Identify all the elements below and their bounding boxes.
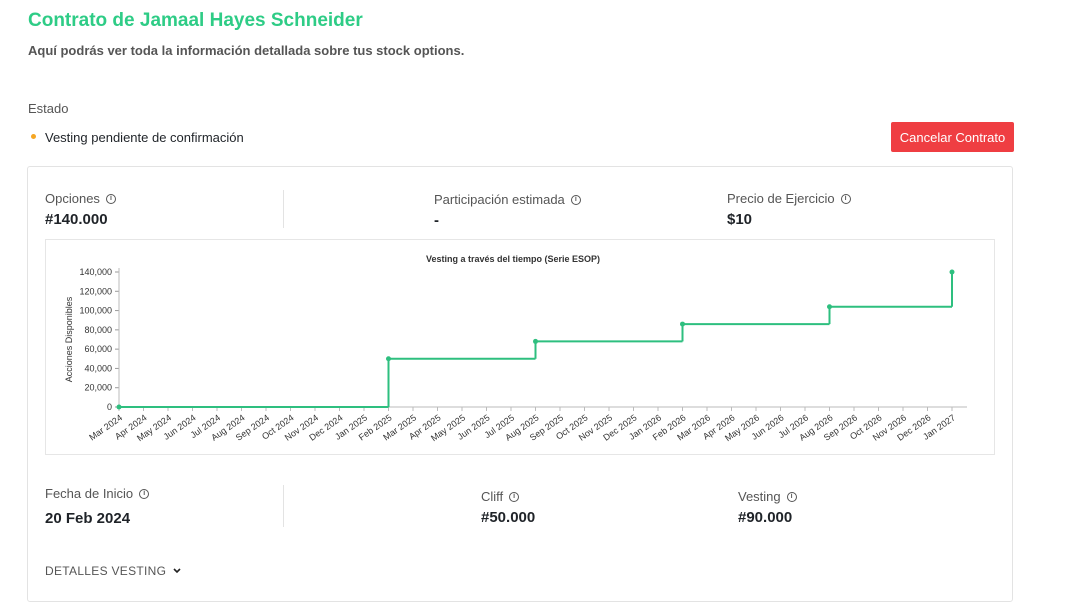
status-value: Vesting pendiente de confirmación <box>45 130 244 145</box>
y-tick-label: 140,000 <box>79 267 112 277</box>
page-title: Contrato de Jamaal Hayes Schneider <box>28 10 363 31</box>
cancel-button[interactable]: Cancelar Contrato <box>891 122 1014 152</box>
info-icon[interactable]: i <box>840 193 851 204</box>
y-tick-label: 40,000 <box>84 363 112 373</box>
y-tick-label: 80,000 <box>84 325 112 335</box>
stat: Fecha de Inicio i 20 Feb 2024 <box>45 486 150 527</box>
info-icon[interactable]: i <box>105 193 116 204</box>
chevron-icon <box>173 568 181 574</box>
stat-value: #90.000 <box>738 509 793 526</box>
data-point <box>386 356 391 362</box>
info-icon[interactable]: i <box>139 488 150 499</box>
stat-label-text: Precio de Ejercicio <box>727 191 835 206</box>
stat-label: Opciones i <box>45 191 116 206</box>
stat-value: $10 <box>727 211 753 228</box>
divider <box>283 190 284 228</box>
stat: Participación estimada i - <box>434 192 581 229</box>
chart-container: Vesting a través del tiempo (Serie ESOP)… <box>45 239 995 455</box>
details-label: DETALLES VESTING <box>45 564 167 578</box>
data-point <box>533 338 538 344</box>
stat-label: Vesting i <box>738 489 797 504</box>
chart-title: Vesting a través del tiempo (Serie ESOP) <box>426 254 600 264</box>
status-dot <box>31 134 36 139</box>
stat-label: Precio de Ejercicio i <box>727 191 851 206</box>
y-tick-label: 120,000 <box>79 286 112 296</box>
chart: Vesting a través del tiempo (Serie ESOP)… <box>64 254 967 443</box>
info-icon[interactable]: i <box>786 491 797 502</box>
data-point <box>949 269 955 275</box>
y-tick-label: 100,000 <box>79 306 112 316</box>
data-point <box>116 404 122 410</box>
stat-label: Fecha de Inicio i <box>45 486 150 501</box>
stat-value: 20 Feb 2024 <box>45 510 131 527</box>
stat-label-text: Cliff <box>481 489 504 504</box>
stat-value: #50.000 <box>481 509 536 526</box>
stat-label: Participación estimada i <box>434 192 581 207</box>
stat-value: - <box>434 212 439 229</box>
stat-label-text: Fecha de Inicio <box>45 486 134 501</box>
y-tick-label: 60,000 <box>84 344 112 354</box>
info-icon[interactable]: i <box>570 194 581 205</box>
stat-label: Cliff i <box>481 489 535 504</box>
stat: Opciones i #140.000 <box>45 191 116 228</box>
status-label: Estado <box>28 101 69 116</box>
stat-label-text: Participación estimada <box>434 192 565 207</box>
stat: Precio de Ejercicio i $10 <box>727 191 851 228</box>
page-subtitle: Aquí podrás ver toda la información deta… <box>28 43 465 58</box>
details-toggle[interactable]: DETALLES VESTING <box>45 564 182 578</box>
data-point <box>680 321 685 327</box>
y-tick-label: 0 <box>107 402 112 412</box>
y-axis-label: Acciones Disponibles <box>64 296 74 382</box>
stat: Vesting i #90.000 <box>738 489 797 526</box>
y-tick-label: 20,000 <box>84 383 112 393</box>
stat: Cliff i #50.000 <box>481 489 535 526</box>
divider <box>283 485 284 527</box>
info-icon[interactable]: i <box>509 491 520 502</box>
data-point <box>827 304 832 310</box>
stat-label-text: Vesting <box>738 489 781 504</box>
stat-label-text: Opciones <box>45 191 100 206</box>
contract-card <box>27 166 1013 602</box>
stat-value: #140.000 <box>45 211 108 228</box>
